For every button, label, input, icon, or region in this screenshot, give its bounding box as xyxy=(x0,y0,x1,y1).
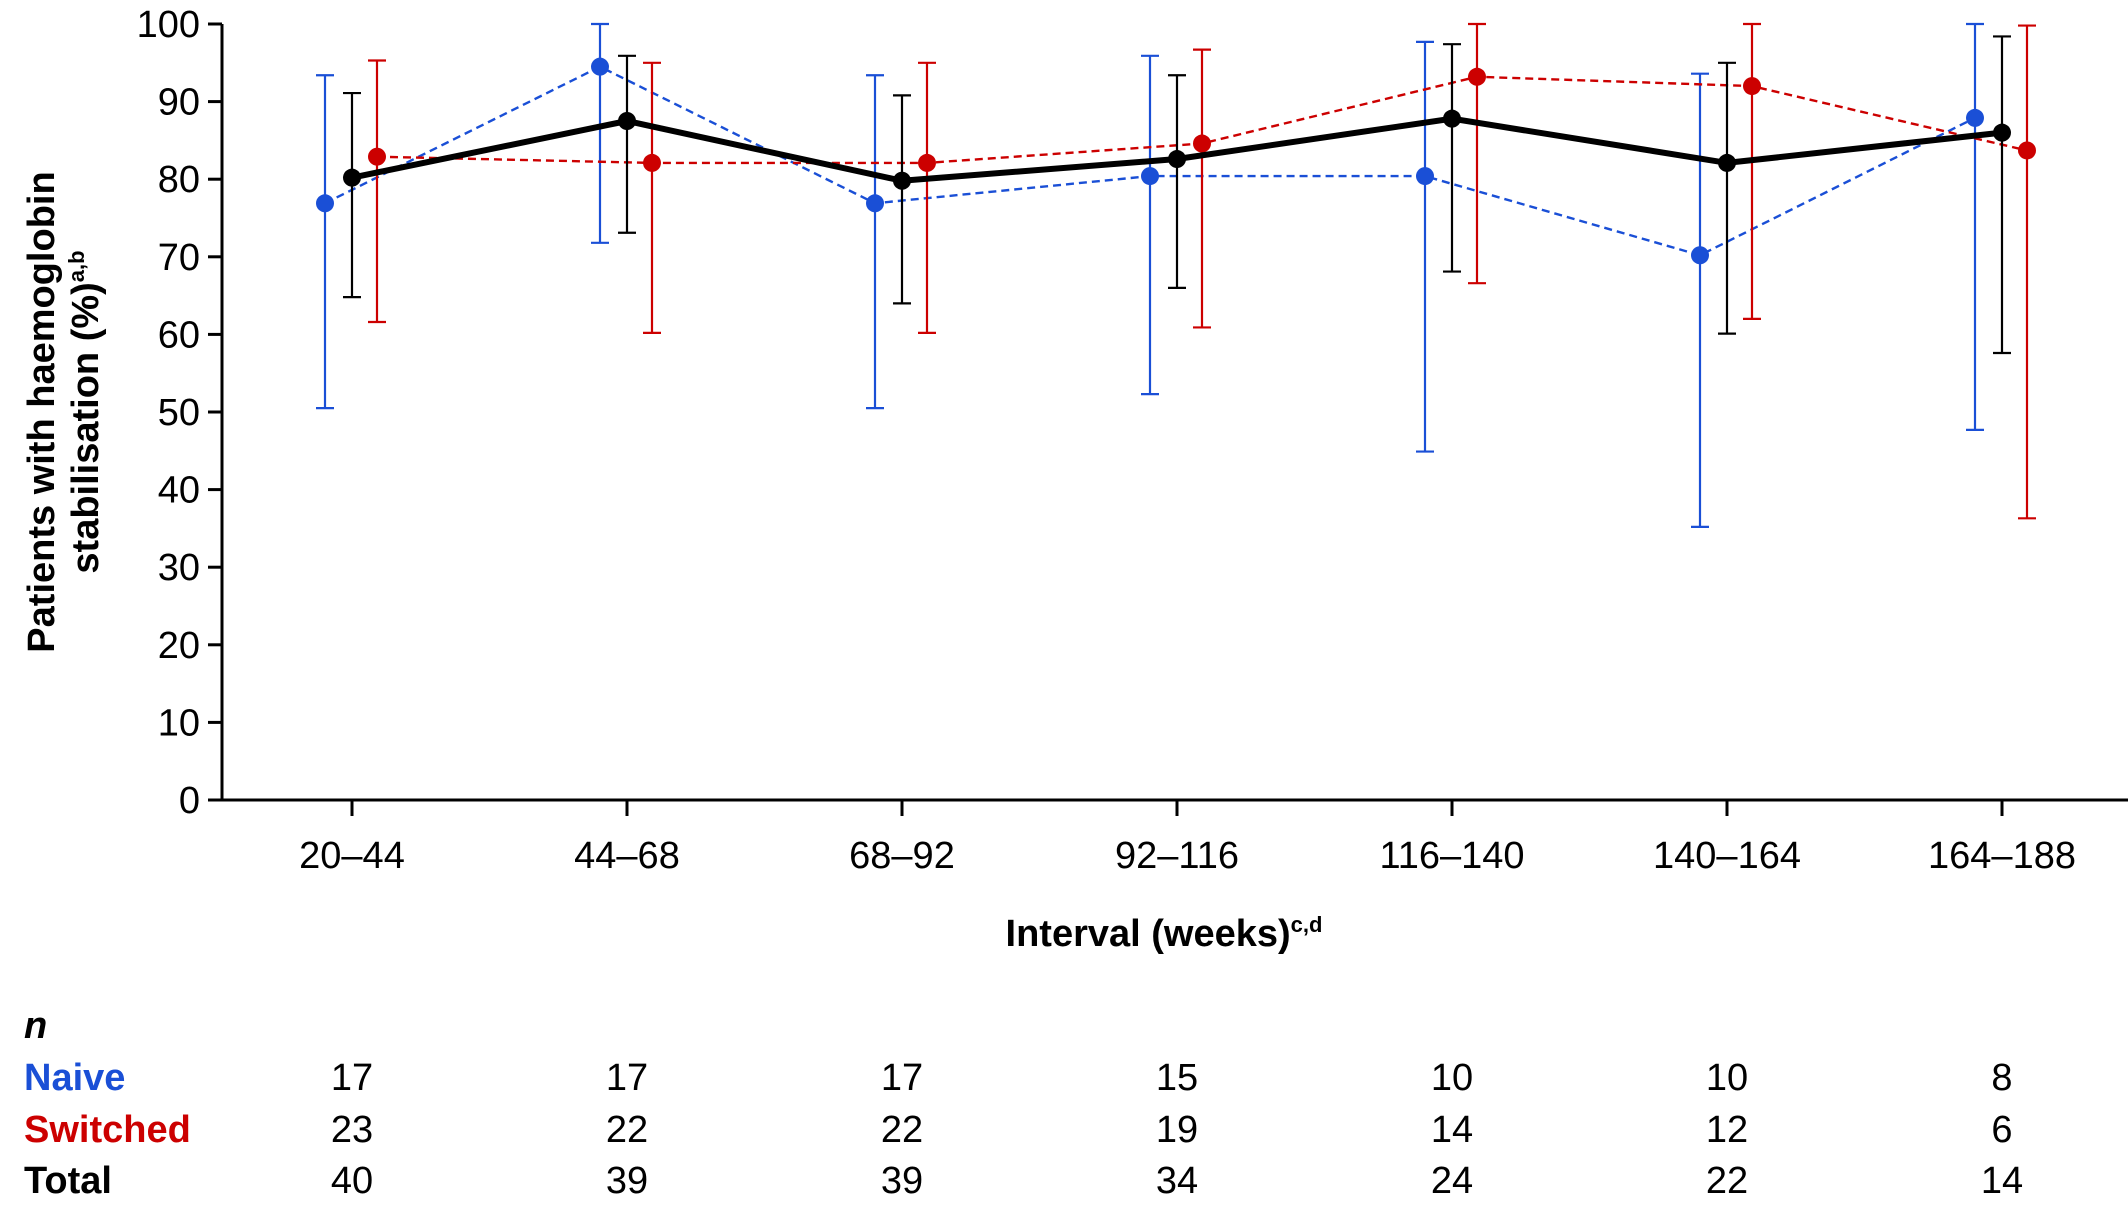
n-cell: 14 xyxy=(1430,1109,1474,1151)
n-cell: 15 xyxy=(1155,1057,1199,1099)
data-point xyxy=(591,57,609,76)
n-cell: 17 xyxy=(330,1057,374,1099)
data-point xyxy=(643,153,661,172)
n-cell: 8 xyxy=(1991,1057,2013,1099)
n-cell: 22 xyxy=(1705,1160,1749,1202)
y-tick-label: 80 xyxy=(158,159,200,201)
x-axis-title: Interval (weeks)c,d xyxy=(1006,912,1323,955)
data-point xyxy=(316,194,334,213)
data-point xyxy=(1993,123,2011,142)
y-tick-label: 70 xyxy=(158,237,200,279)
series-total xyxy=(343,35,2011,355)
data-point xyxy=(1443,109,1461,128)
n-row-label: Switched xyxy=(24,1109,191,1151)
data-point xyxy=(1141,167,1159,186)
x-tick-label: 68–92 xyxy=(849,835,955,877)
n-table: n Naive 17 17 17 15 10 10 8 Switched 23 22 22 19 1… xyxy=(0,1000,2128,1207)
y-tick-label: 50 xyxy=(158,392,200,434)
n-cell: 14 xyxy=(1980,1160,2024,1202)
y-tick-label: 10 xyxy=(158,702,200,744)
data-point xyxy=(1168,150,1186,169)
chart-svg: 0 10 20 30 40 50 60 70 80 90 100 20–44 44–68 68–92 92–… xyxy=(21,4,2128,955)
x-tick-label: 20–44 xyxy=(299,835,405,877)
data-point xyxy=(1718,153,1736,172)
n-cell: 10 xyxy=(1705,1057,1749,1099)
n-cell: 40 xyxy=(330,1160,374,1202)
n-row-label: Total xyxy=(24,1160,112,1202)
data-point xyxy=(1193,134,1211,153)
n-cell: 34 xyxy=(1155,1160,1199,1202)
y-tick-label: 60 xyxy=(158,314,200,356)
data-point xyxy=(343,168,361,187)
x-tick-label: 92–116 xyxy=(1115,835,1239,877)
series-layer xyxy=(316,22,2036,528)
data-point xyxy=(368,147,386,166)
data-point xyxy=(1416,167,1434,186)
n-cell: 22 xyxy=(880,1109,924,1151)
n-row-label: Naive xyxy=(24,1057,126,1099)
data-point xyxy=(1691,246,1709,265)
data-point xyxy=(1468,67,1486,86)
n-cell: 19 xyxy=(1155,1109,1199,1151)
axes: 0 10 20 30 40 50 60 70 80 90 100 20–44 44–68 68–92 92–… xyxy=(137,4,2128,877)
n-cell: 6 xyxy=(1991,1109,2013,1151)
series-switched xyxy=(368,22,2036,520)
n-row-switched: Switched 23 22 22 19 14 12 6 xyxy=(0,1104,2128,1156)
y-axis-title-line1: Patients with haemoglobin xyxy=(21,171,63,652)
y-tick-label: 0 xyxy=(179,780,200,822)
x-tick-label: 164–188 xyxy=(1928,835,2076,877)
n-cell: 17 xyxy=(605,1057,649,1099)
n-row-total: Total 40 39 39 34 24 22 14 xyxy=(0,1155,2128,1207)
n-cell: 22 xyxy=(605,1109,649,1151)
y-tick-label: 100 xyxy=(137,4,200,46)
y-axis-title-superscript: a,b xyxy=(64,250,89,282)
data-point xyxy=(1966,108,1984,127)
n-cell: 24 xyxy=(1430,1160,1474,1202)
x-tick-label: 116–140 xyxy=(1379,835,1524,877)
n-table-header: n xyxy=(24,1005,48,1047)
n-cell: 17 xyxy=(880,1057,924,1099)
y-tick-label: 40 xyxy=(158,470,200,512)
n-cell: 23 xyxy=(330,1109,374,1151)
n-cell: 39 xyxy=(605,1160,649,1202)
series-naive xyxy=(316,22,1984,528)
data-point xyxy=(893,171,911,190)
y-tick-label: 30 xyxy=(158,547,200,589)
data-point xyxy=(618,112,636,130)
n-cell: 10 xyxy=(1430,1057,1474,1099)
y-tick-label: 20 xyxy=(158,625,200,667)
y-axis-title: Patients with haemoglobin stabilisation (… xyxy=(21,171,107,652)
data-point xyxy=(1743,77,1761,96)
y-axis-title-line2: stabilisation (%)a,b xyxy=(64,250,107,573)
x-axis-title-superscript: c,d xyxy=(1291,912,1323,937)
n-row-naive: Naive 17 17 17 15 10 10 8 xyxy=(0,1052,2128,1104)
x-tick-label: 140–164 xyxy=(1653,835,1801,877)
data-point xyxy=(866,194,884,213)
data-point xyxy=(2018,141,2036,160)
n-cell: 12 xyxy=(1705,1109,1749,1151)
data-point xyxy=(918,153,936,172)
x-tick-label: 44–68 xyxy=(574,835,680,877)
n-cell: 39 xyxy=(880,1160,924,1202)
y-tick-label: 90 xyxy=(158,82,200,124)
